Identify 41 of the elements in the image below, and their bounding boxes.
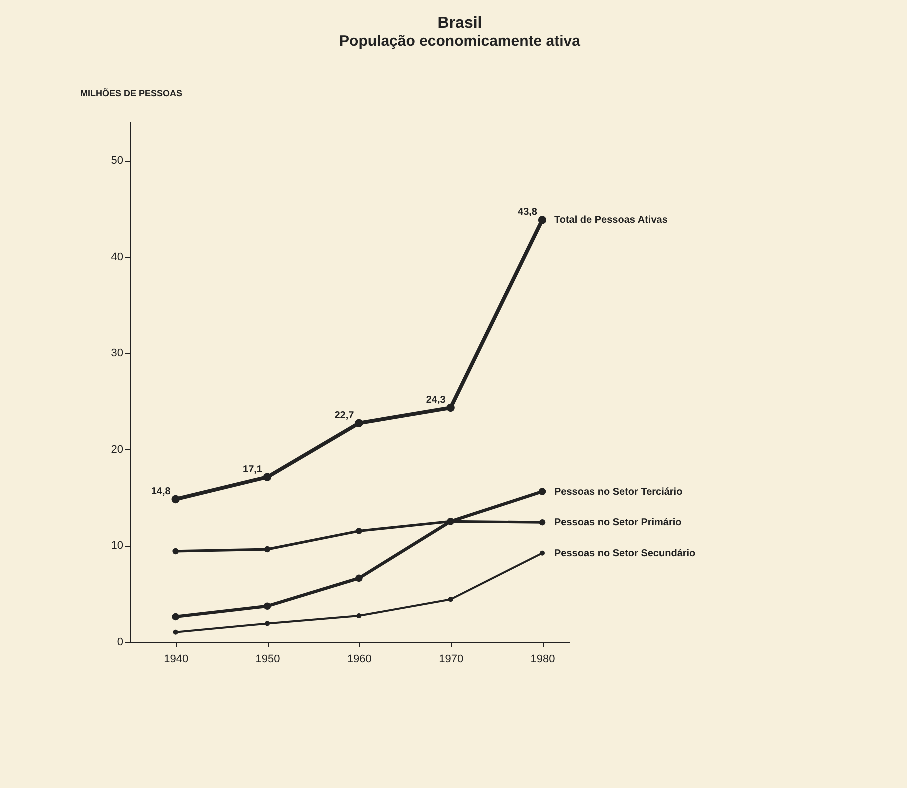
point: [448, 597, 454, 602]
x-tick-label: 1980: [530, 654, 556, 666]
y-tick-label: 30: [111, 348, 124, 360]
point: [264, 602, 272, 610]
point: [538, 216, 547, 224]
point: [172, 495, 180, 504]
point: [172, 613, 180, 621]
y-tick-label: 10: [111, 540, 124, 552]
series-label: Total de Pessoas Ativas: [554, 215, 668, 226]
series-label: Pessoas no Setor Secundário: [554, 548, 696, 560]
data-label: 43,8: [518, 207, 538, 218]
point: [446, 404, 455, 412]
point: [263, 473, 272, 482]
data-label: 22,7: [334, 410, 355, 422]
y-tick-label: 50: [111, 155, 124, 168]
point: [173, 630, 178, 635]
point: [355, 419, 364, 428]
point: [265, 621, 270, 626]
chart-subtitle: População economicamente ativa: [340, 33, 582, 50]
point: [540, 550, 545, 556]
point: [264, 546, 271, 553]
series-label: Pessoas no Setor Terciário: [554, 486, 683, 498]
y-tick-label: 40: [111, 251, 124, 264]
y-axis-title: MILHÕES DE PESSOAS: [80, 88, 183, 98]
data-label: 17,1: [243, 464, 263, 476]
point: [538, 488, 546, 496]
x-tick-label: 1970: [439, 654, 464, 666]
series-label: Pessoas no Setor Primário: [554, 518, 682, 529]
x-tick-label: 1950: [256, 654, 280, 666]
point: [172, 548, 179, 555]
y-tick-label: 0: [117, 636, 124, 648]
point: [539, 519, 546, 526]
data-label: 24,3: [426, 395, 446, 406]
chart-title: Brasil: [438, 15, 482, 32]
y-tick-label: 20: [111, 444, 124, 456]
point: [356, 614, 362, 618]
data-label: 14,8: [151, 486, 172, 498]
x-tick-label: 1940: [164, 654, 189, 666]
point: [356, 574, 363, 582]
x-tick-label: 1960: [347, 654, 372, 666]
point: [356, 528, 362, 534]
